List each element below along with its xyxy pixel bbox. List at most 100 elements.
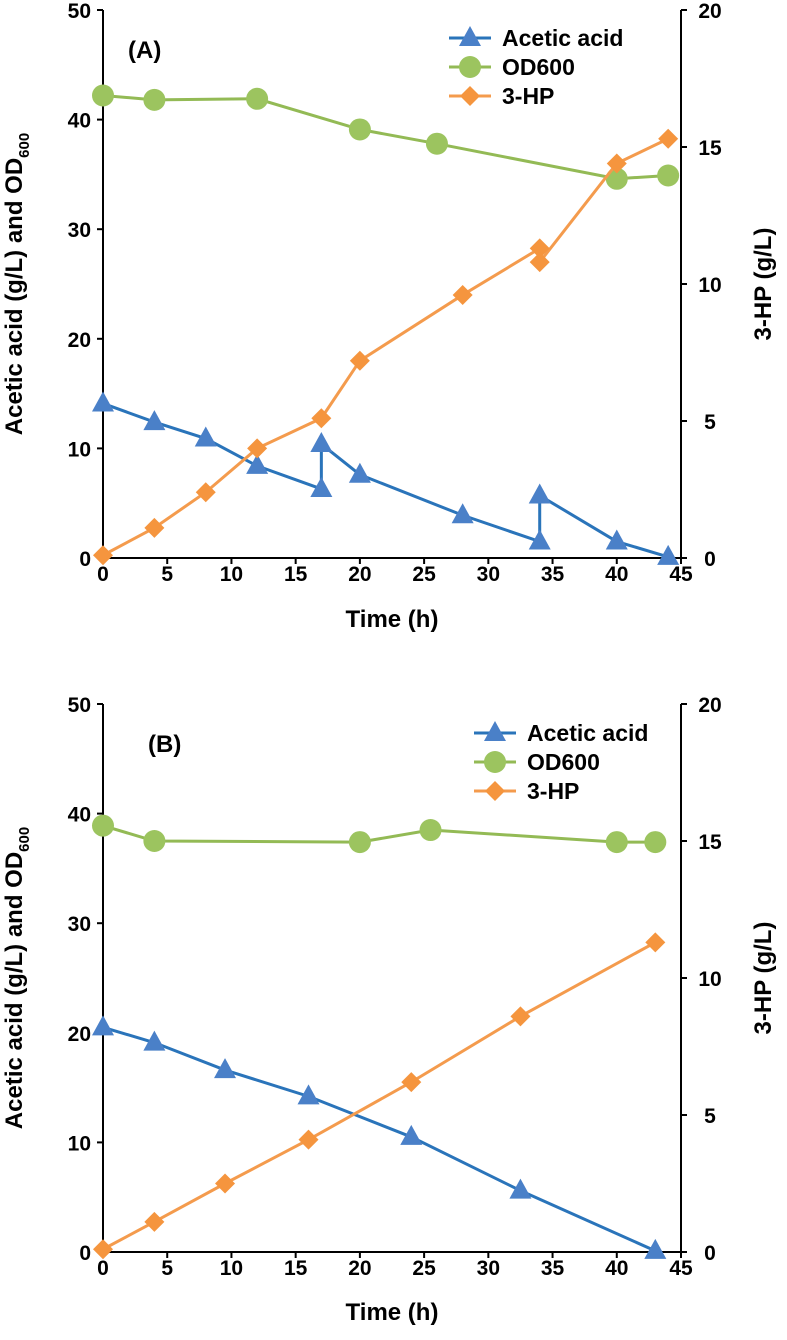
hp-marker [247, 438, 268, 459]
legend-label: Acetic acid [502, 25, 623, 51]
od600-marker [484, 751, 506, 773]
y-tick-label: 10 [68, 438, 91, 461]
y2-axis-label: 3-HP (g/L) [750, 922, 777, 1035]
acetic-acid-marker [194, 426, 217, 447]
acetic-acid-marker [92, 1015, 114, 1036]
hp-marker [144, 517, 165, 538]
od600-marker [92, 84, 114, 107]
series-line-diamond [102, 941, 657, 1251]
od600-marker [143, 88, 166, 111]
x-tick-label: 45 [669, 563, 693, 586]
acetic-acid-marker [348, 462, 371, 483]
acetic-acid-marker [310, 476, 333, 497]
y2-tick-label: 15 [698, 831, 722, 854]
od600-marker [143, 830, 166, 852]
x-axis-label: Time (h) [346, 1299, 439, 1326]
hp-marker [485, 781, 505, 801]
x-tick-label: 10 [220, 563, 243, 586]
y-axis-label-main: Acetic acid (g/L) and OD [1, 158, 28, 435]
acetic-acid-marker [451, 503, 474, 524]
y-axis-label-main: Acetic acid (g/L) and OD [1, 852, 28, 1129]
panel-label: (A) [128, 37, 161, 64]
x-tick-label: 20 [348, 563, 371, 586]
chart-panel-a: 0 5 10 15 20 25 30 35 40 45 0 10 20 30 40 50 0 5 10 15 20 Tim… [1, 0, 777, 633]
od600-marker [419, 819, 442, 842]
od600-marker [459, 56, 481, 78]
acetic-acid-marker [400, 1124, 423, 1145]
x-tick-label: 30 [477, 1257, 500, 1280]
acetic-acid-marker [509, 1178, 532, 1199]
y2-tick-label: 0 [704, 1242, 716, 1265]
hp-marker [93, 545, 113, 566]
x-tick-label: 0 [97, 563, 109, 586]
acetic-acid-marker [528, 483, 551, 504]
y2-tick-label: 20 [698, 0, 721, 23]
acetic-acid-marker [310, 432, 333, 453]
chart-panel-b: 0 5 10 15 20 25 30 35 40 45 0 10 20 30 40 50 0 5 10 15 20 Tim… [1, 694, 777, 1326]
panel-label: (B) [148, 731, 181, 758]
od600-marker [246, 87, 269, 110]
y-axis-label: Acetic acid (g/L) and OD600 [1, 133, 33, 435]
x-tick-label: 25 [412, 1257, 436, 1280]
x-tick-label: 0 [97, 1257, 109, 1280]
acetic-acid-marker [657, 544, 680, 565]
legend-label: OD600 [502, 54, 575, 80]
hp-marker [311, 408, 332, 429]
x-tick-label: 15 [284, 1257, 308, 1280]
x-tick-label: 5 [161, 1257, 173, 1280]
acetic-acid-marker [528, 529, 551, 550]
acetic-acid-marker [644, 1238, 667, 1259]
hp-marker [401, 1072, 422, 1093]
od600-marker [348, 831, 371, 854]
acetic-acid-marker [246, 453, 269, 474]
acetic-acid-marker [143, 1030, 166, 1051]
x-tick-label: 35 [541, 1257, 565, 1280]
y-axis-label-subscript: 600 [16, 133, 33, 158]
y2-axis-label: 3-HP (g/L) [750, 228, 777, 341]
acetic-acid-marker [92, 391, 114, 412]
series-line-triangle [102, 1025, 656, 1253]
x-tick-label: 40 [605, 1257, 628, 1280]
od600-marker [644, 831, 667, 854]
x-tick-label: 15 [284, 563, 308, 586]
legend-label: 3-HP [527, 778, 579, 804]
x-tick-label: 10 [220, 1257, 243, 1280]
y-tick-label: 30 [68, 219, 91, 242]
hp-marker [298, 1129, 319, 1150]
x-tick-label: 45 [669, 1257, 693, 1280]
legend-label: 3-HP [502, 83, 554, 109]
x-tick-label: 25 [412, 563, 436, 586]
y-tick-label: 0 [79, 548, 91, 571]
hp-marker [144, 1211, 165, 1232]
hp-marker [658, 128, 679, 149]
y-tick-label: 30 [68, 913, 91, 936]
od600-marker [605, 831, 628, 854]
y-tick-label: 20 [68, 329, 91, 352]
y2-tick-label: 5 [704, 1105, 716, 1128]
y2-tick-label: 0 [704, 548, 716, 571]
y2-tick-label: 10 [698, 274, 721, 297]
od600-marker [657, 164, 680, 187]
acetic-acid-marker [214, 1058, 237, 1079]
y2-tick-label: 10 [698, 968, 721, 991]
acetic-acid-marker [459, 26, 481, 46]
series-line-circle [102, 93, 669, 181]
y2-tick-label: 15 [698, 137, 722, 160]
hp-marker [452, 284, 473, 305]
od600-marker [605, 167, 628, 190]
y-tick-label: 50 [68, 694, 91, 717]
x-tick-label: 30 [477, 563, 500, 586]
acetic-acid-marker [143, 410, 166, 431]
acetic-acid-marker [605, 529, 628, 550]
x-axis-label: Time (h) [346, 606, 439, 633]
hp-marker [529, 238, 550, 259]
y-tick-label: 40 [68, 804, 91, 827]
acetic-acid-marker [297, 1084, 320, 1105]
y-axis-label: Acetic acid (g/L) and OD600 [1, 827, 33, 1129]
x-tick-label: 20 [348, 1257, 371, 1280]
series-line-circle [102, 824, 656, 844]
hp-marker [645, 932, 666, 953]
od600-marker [425, 132, 448, 155]
x-tick-label: 35 [541, 563, 565, 586]
